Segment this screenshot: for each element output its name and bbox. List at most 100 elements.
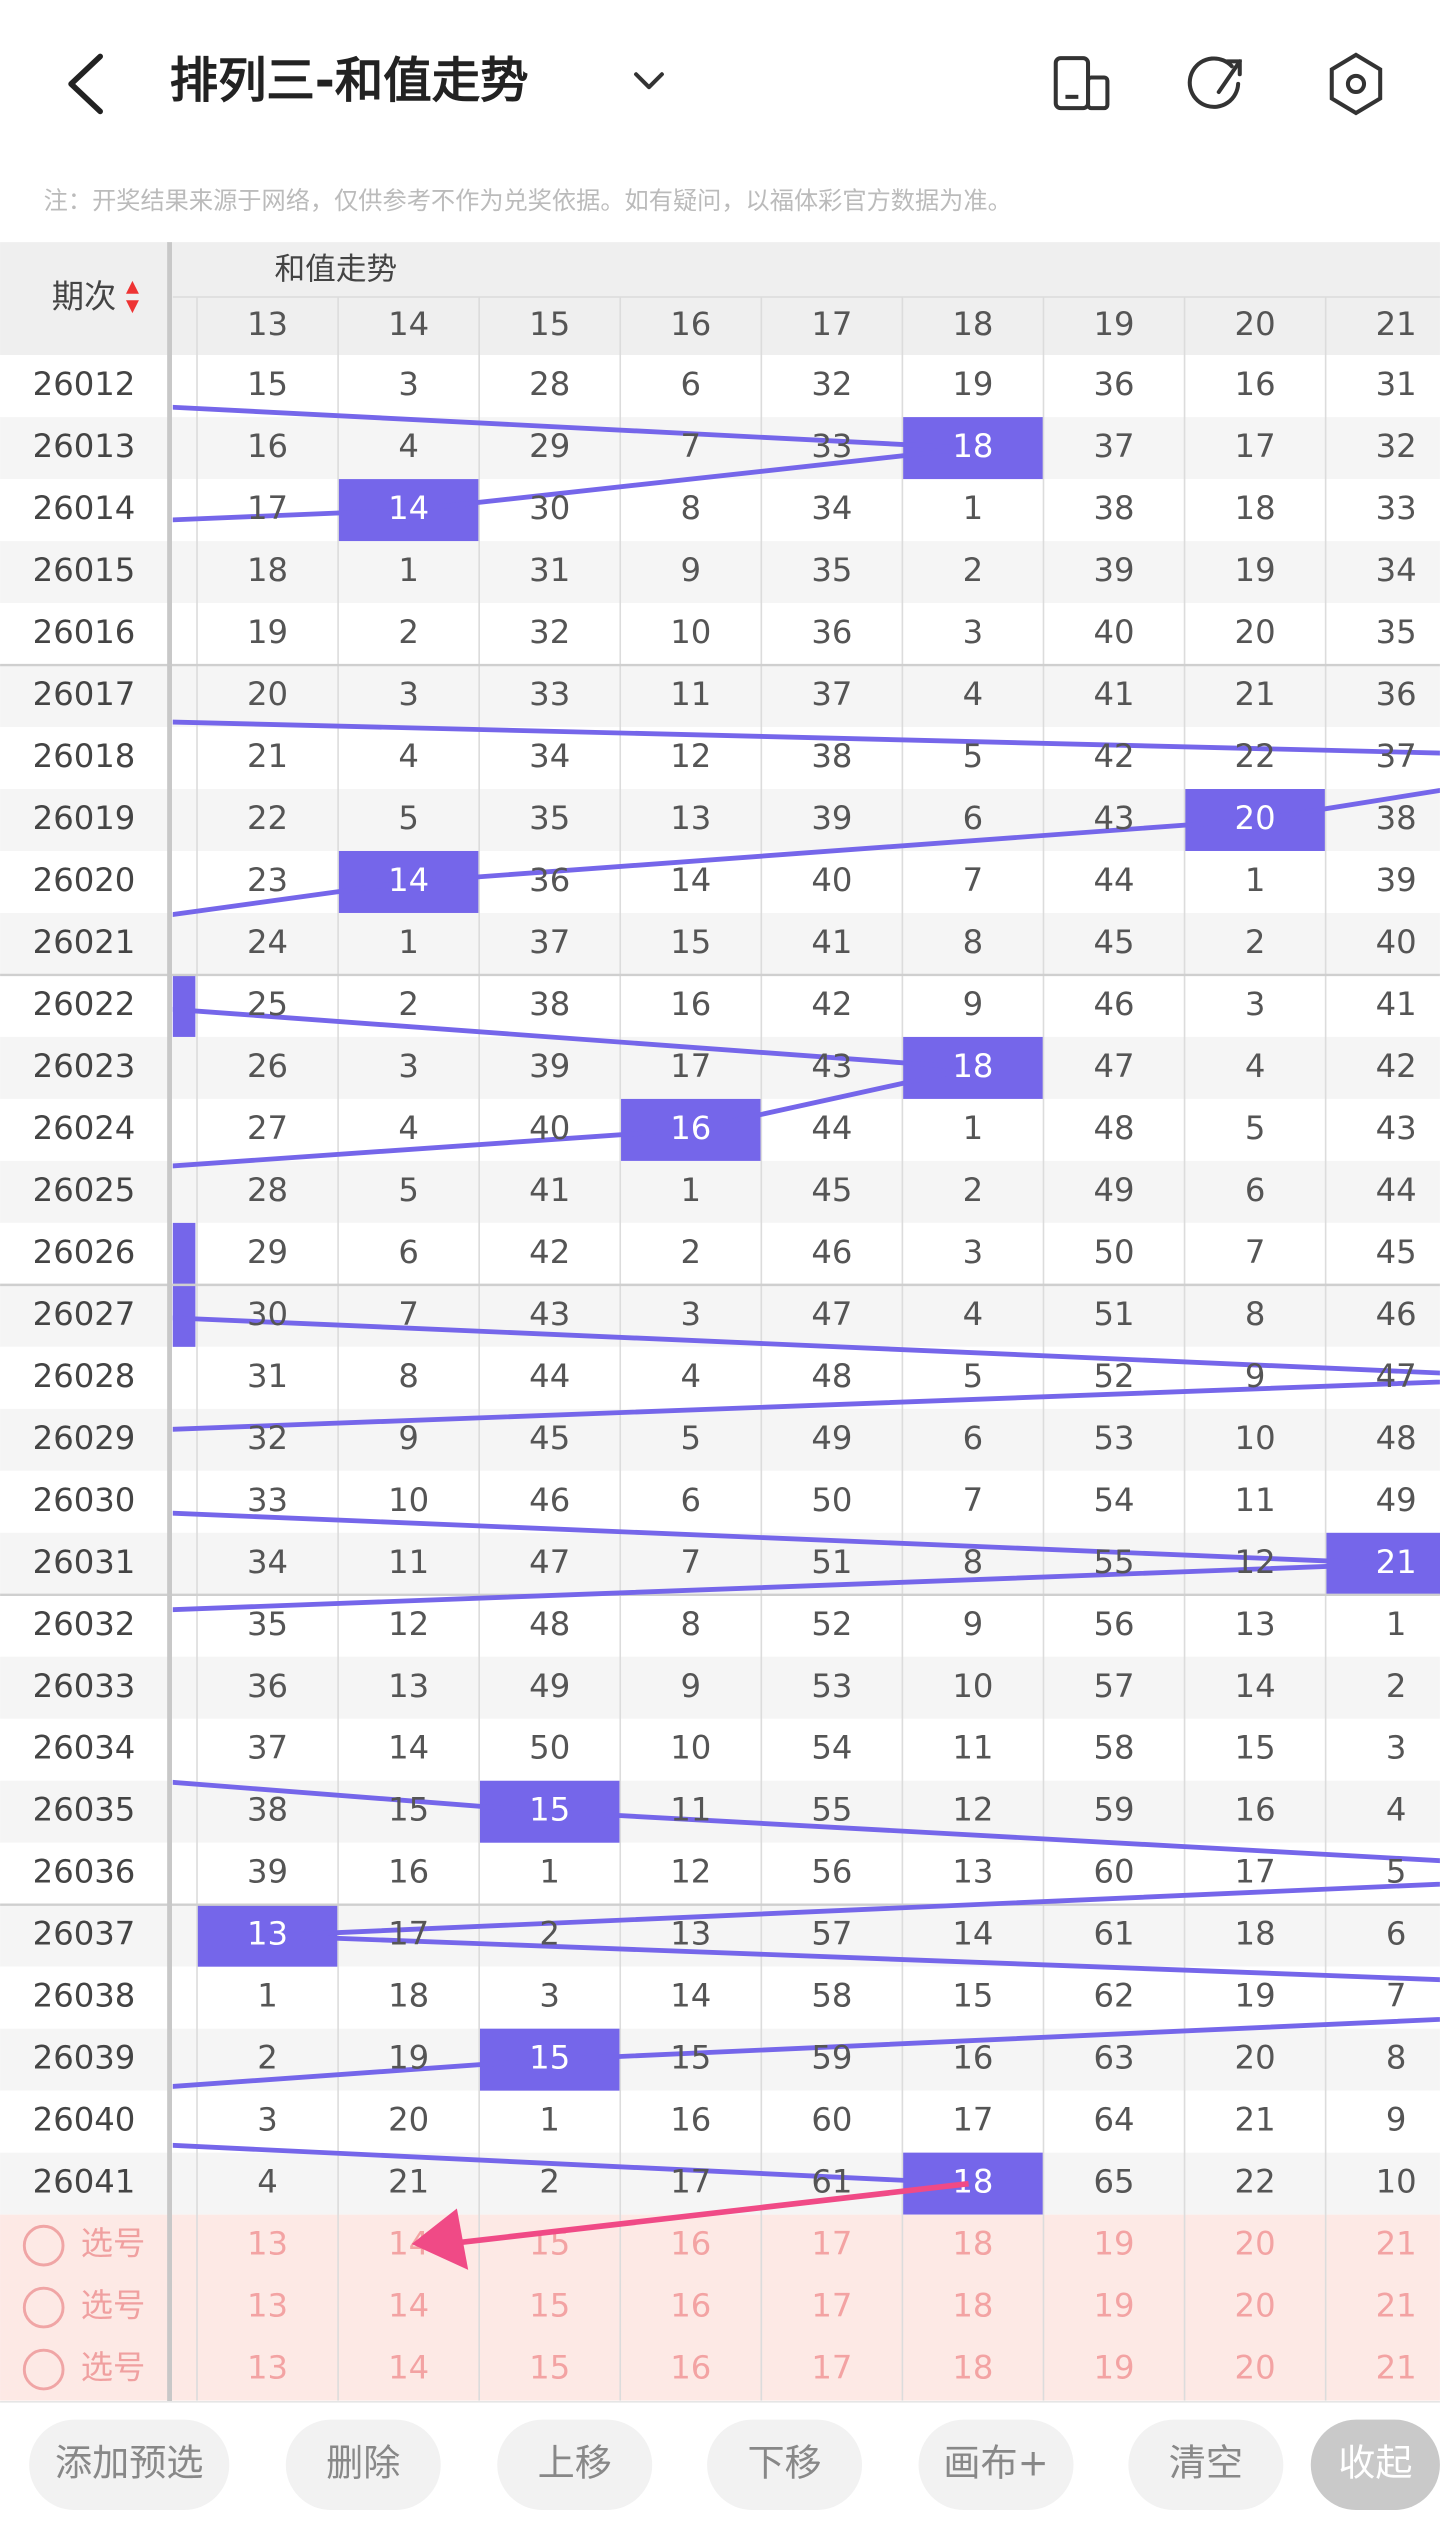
action-button[interactable] [707, 2419, 863, 2511]
select-number[interactable]: 18 [952, 2287, 993, 2325]
row-bg [0, 355, 1440, 418]
omission-value: 12 [1235, 1543, 1276, 1581]
period-header[interactable]: 期次 [52, 278, 117, 316]
title-dropdown[interactable] [634, 72, 664, 90]
action-button-label[interactable]: 画布+ [943, 2441, 1048, 2484]
select-radio[interactable] [22, 2224, 65, 2267]
share-icon[interactable] [1187, 56, 1242, 109]
select-number[interactable]: 17 [811, 2349, 852, 2387]
omission-value: 32 [247, 1419, 288, 1457]
action-button[interactable] [285, 2419, 441, 2511]
omission-value: 34 [811, 489, 852, 527]
select-number[interactable]: 18 [952, 2349, 993, 2387]
omission-value: 9 [963, 985, 984, 1023]
omission-value: 18 [388, 1977, 429, 2015]
select-number[interactable]: 16 [670, 2287, 711, 2325]
select-number[interactable]: 21 [1376, 2225, 1417, 2263]
select-number[interactable]: 14 [388, 2349, 429, 2387]
select-number[interactable]: 13 [247, 2287, 288, 2325]
omission-value: 21 [388, 2163, 429, 2201]
action-button[interactable] [1128, 2419, 1284, 2511]
omission-value: 2 [398, 613, 419, 651]
table-header-bg [0, 242, 1440, 356]
omission-value: 33 [1376, 489, 1417, 527]
period: 26021 [33, 923, 136, 961]
row-bg [0, 1656, 1440, 1719]
omission-value: 36 [529, 861, 570, 899]
omission-value: 28 [247, 1171, 288, 1209]
omission-value: 10 [670, 613, 711, 651]
select-number[interactable]: 13 [247, 2349, 288, 2387]
action-button[interactable] [29, 2419, 230, 2511]
device-icon[interactable] [1053, 56, 1110, 111]
omission-value: 1 [398, 923, 419, 961]
select-number[interactable]: 18 [952, 2225, 993, 2263]
omission-value: 55 [1093, 1543, 1134, 1581]
select-number[interactable]: 14 [388, 2287, 429, 2325]
action-button[interactable] [918, 2419, 1074, 2511]
omission-value: 25 [247, 985, 288, 1023]
select-number[interactable]: 17 [811, 2225, 852, 2263]
omission-value: 3 [398, 365, 419, 403]
omission-value: 38 [811, 737, 852, 775]
row-bg [0, 1780, 1440, 1843]
omission-value: 1 [1386, 1605, 1407, 1643]
omission-value: 10 [1376, 2163, 1417, 2201]
omission-value: 17 [952, 2101, 993, 2139]
omission-value: 53 [1093, 1419, 1134, 1457]
omission-value: 8 [681, 489, 702, 527]
select-number[interactable]: 21 [1376, 2287, 1417, 2325]
select-number[interactable]: 20 [1235, 2225, 1276, 2263]
action-button-label[interactable]: 清空 [1169, 2441, 1243, 2484]
select-number[interactable]: 20 [1235, 2287, 1276, 2325]
action-button-label[interactable]: 收起 [1338, 2441, 1412, 2484]
action-button-label[interactable]: 上移 [538, 2441, 612, 2484]
omission-value: 52 [811, 1605, 852, 1643]
back-button[interactable] [68, 53, 103, 115]
omission-value: 11 [388, 1543, 429, 1581]
omission-value: 31 [1376, 365, 1417, 403]
omission-value: 14 [388, 1729, 429, 1767]
omission-value: 53 [811, 1667, 852, 1705]
select-number[interactable]: 16 [670, 2225, 711, 2263]
omission-value: 2 [539, 1915, 560, 1953]
hit-value: 15 [529, 1791, 570, 1829]
select-radio[interactable] [22, 2348, 65, 2391]
omission-value: 38 [247, 1791, 288, 1829]
button-row: 添加预选 删除 上移 下移 画布+ 清空 收起 [29, 2419, 1440, 2511]
action-button-label[interactable]: 下移 [747, 2441, 821, 2484]
omission-value: 1 [963, 489, 984, 527]
select-number[interactable]: 19 [1093, 2349, 1134, 2387]
settings-icon[interactable] [1329, 52, 1383, 116]
select-number[interactable]: 19 [1093, 2225, 1134, 2263]
action-button-label[interactable]: 添加预选 [55, 2441, 203, 2484]
select-number[interactable]: 17 [811, 2287, 852, 2325]
omission-value: 6 [681, 365, 702, 403]
omission-value: 63 [1093, 2039, 1134, 2077]
select-number[interactable]: 19 [1093, 2287, 1134, 2325]
period: 26036 [33, 1853, 136, 1891]
select-number[interactable]: 15 [529, 2349, 570, 2387]
select-number[interactable]: 15 [529, 2287, 570, 2325]
period: 26024 [33, 1109, 136, 1147]
select-number[interactable]: 13 [247, 2225, 288, 2263]
omission-value: 38 [1376, 799, 1417, 837]
select-number[interactable]: 21 [1376, 2349, 1417, 2387]
select-number[interactable]: 20 [1235, 2349, 1276, 2387]
omission-value: 1 [963, 1109, 984, 1147]
action-button-label[interactable]: 删除 [326, 2441, 400, 2484]
select-number[interactable]: 16 [670, 2349, 711, 2387]
action-button[interactable] [497, 2419, 653, 2511]
omission-value: 19 [1235, 1977, 1276, 2015]
omission-value: 47 [1093, 1047, 1134, 1085]
omission-value: 3 [1245, 985, 1266, 1023]
select-radio[interactable] [22, 2286, 65, 2329]
period: 26015 [33, 551, 136, 589]
omission-value: 5 [1245, 1109, 1266, 1147]
omission-value: 16 [670, 985, 711, 1023]
omission-value: 33 [247, 1481, 288, 1519]
action-button[interactable] [1310, 2419, 1440, 2511]
omission-value: 14 [670, 1977, 711, 2015]
